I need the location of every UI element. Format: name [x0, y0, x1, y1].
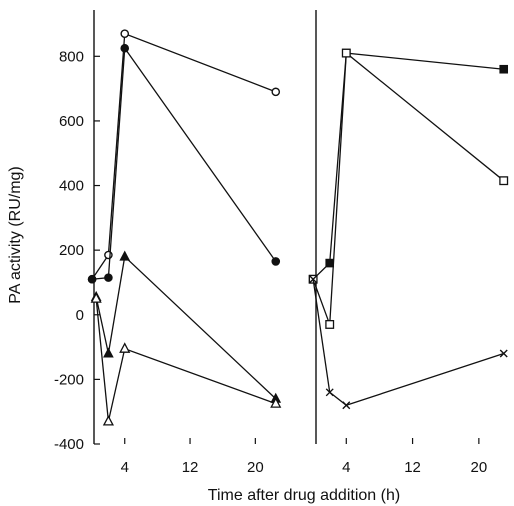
x-tick-label: 4 [342, 459, 350, 476]
data-point-open-triangle [90, 292, 102, 303]
y-axis-label: PA activity (RU/mg) [7, 166, 24, 304]
series-line-open-circle [91, 32, 276, 280]
series-line-filled-triangle [95, 255, 277, 400]
data-point-filled-square [499, 64, 509, 74]
series-line-open-square [312, 51, 505, 325]
y-tick-label: -400 [54, 436, 84, 453]
data-point-open-square [341, 48, 351, 58]
data-point-filled-triangle [119, 250, 131, 261]
y-tick-label: 200 [59, 242, 84, 259]
data-point-filled-circle [87, 274, 97, 284]
data-point-cross [325, 388, 334, 397]
data-point-open-triangle [102, 414, 114, 426]
y-tick-label: -200 [54, 371, 84, 388]
data-point-filled-circle [104, 273, 113, 282]
data-point-filled-square [325, 258, 335, 268]
data-point-filled-circle [271, 257, 281, 266]
y-tick-label: 800 [59, 48, 84, 65]
series-line-cross [312, 279, 504, 406]
data-point-cross [499, 349, 508, 358]
y-tick-label: 400 [59, 178, 84, 195]
data-point-filled-circle [120, 43, 130, 53]
data-point-filled-triangle [103, 347, 114, 358]
left-panel: -400 -200 0 200 400 600 800 4 12 20 [54, 10, 282, 476]
x-tick-label: 20 [471, 459, 488, 476]
data-point-cross [342, 401, 351, 410]
data-point-open-square [325, 320, 335, 329]
data-point-cross [309, 275, 318, 284]
data-point-open-circle [271, 87, 281, 97]
x-tick-label: 12 [404, 459, 421, 476]
x-tick-label: 20 [247, 459, 264, 476]
data-point-open-circle [104, 250, 113, 260]
y-tick-label: 0 [76, 307, 84, 324]
x-axis-label: Time after drug addition (h) [208, 487, 400, 504]
data-point-open-triangle [119, 342, 131, 353]
data-point-open-square [499, 176, 509, 186]
series-line-filled-circle [92, 46, 277, 280]
right-panel: 4 12 20 [308, 10, 509, 476]
data-point-open-triangle [270, 397, 282, 408]
x-tick-label: 4 [121, 459, 129, 476]
series-line-filled-square [312, 52, 504, 280]
data-point-open-circle [120, 29, 130, 38]
y-tick-label: 600 [59, 113, 84, 130]
series-line-open-triangle [95, 298, 276, 422]
x-tick-label: 12 [182, 459, 199, 476]
